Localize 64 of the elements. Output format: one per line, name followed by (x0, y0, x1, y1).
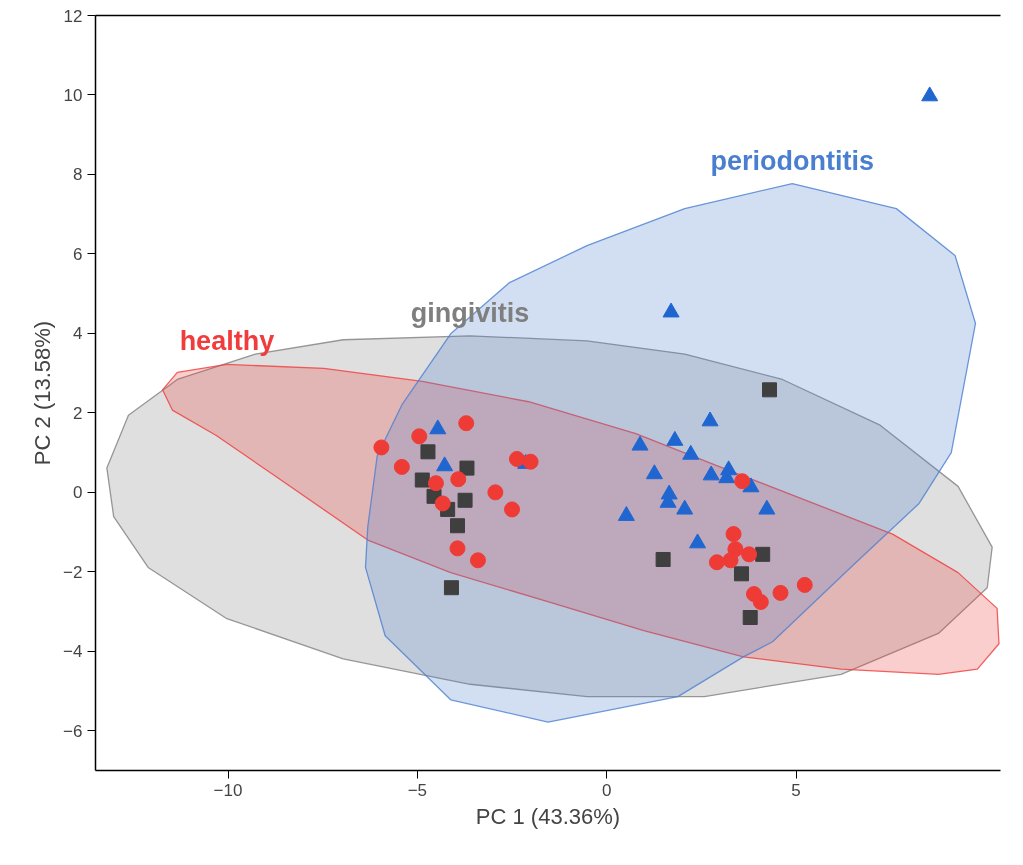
point (414, 472, 430, 488)
point (727, 541, 744, 558)
y-tick-label: −6 (63, 721, 83, 741)
point (458, 415, 475, 432)
point (689, 533, 707, 549)
point (487, 484, 504, 501)
y-axis-title: PC 2 (13.58%) (30, 320, 56, 466)
x-tick-label: −5 (407, 780, 428, 800)
y-tick-label: 2 (73, 403, 83, 423)
point (450, 471, 467, 488)
point (443, 580, 459, 596)
point (393, 458, 410, 475)
x-tick-label: 5 (791, 780, 801, 800)
point (429, 419, 447, 435)
point (411, 428, 428, 445)
point (734, 566, 749, 582)
y-tick-label: 6 (73, 244, 83, 264)
point (459, 460, 475, 476)
point (504, 501, 521, 518)
x-axis-title: PC 1 (43.36%) (475, 803, 621, 829)
point (762, 382, 778, 398)
y-tick-label: 0 (73, 483, 83, 503)
point (420, 444, 436, 460)
point (752, 594, 769, 610)
point (741, 546, 758, 563)
point (449, 540, 466, 557)
y-tick-label: 8 (73, 165, 83, 185)
point (617, 506, 635, 521)
point (676, 499, 694, 515)
point (655, 552, 671, 567)
point (434, 495, 451, 512)
point (662, 302, 680, 318)
point (758, 499, 776, 515)
x-tick-label: −10 (213, 780, 243, 800)
point (508, 450, 525, 467)
point (457, 492, 473, 508)
point (450, 518, 465, 534)
point (708, 554, 725, 571)
point (631, 435, 649, 451)
point (921, 86, 939, 102)
point (682, 444, 700, 460)
point (755, 546, 771, 562)
point (373, 439, 390, 456)
point (702, 465, 720, 481)
point (427, 475, 444, 492)
x-tick-label: 0 (601, 780, 612, 800)
point (645, 464, 663, 480)
point (772, 584, 789, 601)
y-tick-label: 4 (73, 324, 83, 344)
point (522, 453, 539, 470)
point (469, 552, 486, 569)
point (734, 473, 751, 490)
point (436, 456, 454, 472)
y-tick-label: 12 (63, 6, 83, 26)
point (666, 430, 684, 446)
series-label: healthy (179, 326, 275, 357)
series-label: periodontitis (710, 145, 874, 176)
y-tick-label: −2 (63, 562, 83, 582)
point (742, 610, 758, 626)
point (796, 576, 813, 593)
point (725, 526, 742, 543)
y-tick-label: −4 (63, 642, 83, 662)
point (701, 411, 719, 427)
y-tick-label: 10 (63, 85, 83, 105)
